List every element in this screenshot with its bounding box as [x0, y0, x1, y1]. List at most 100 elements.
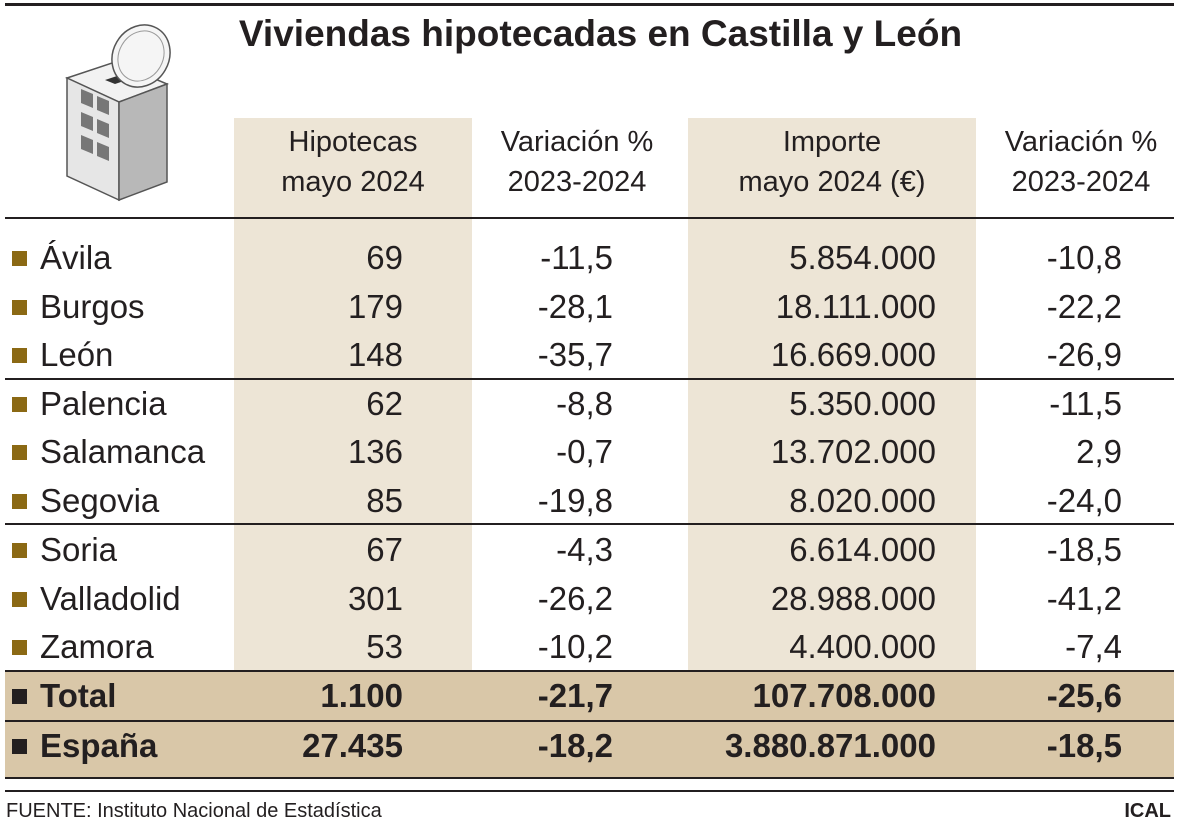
importe-value: 18.111.000 [775, 288, 936, 325]
variacion-hipotecas-value: -26,2 [537, 580, 613, 617]
table-row: Palencia 62 -8,8 5.350.000 -11,5 [0, 380, 1179, 428]
importe-value: 13.702.000 [770, 433, 936, 470]
hipotecas-value: 301 [347, 580, 403, 617]
variacion-hipotecas-value: -35,7 [537, 336, 613, 373]
header-line: Hipotecas [288, 126, 418, 158]
top-rule [5, 3, 1174, 6]
bullet-icon [12, 543, 27, 558]
bullet-icon [12, 348, 27, 363]
variacion-hipotecas-value: -21,7 [537, 677, 613, 714]
province-name: Soria [40, 531, 118, 568]
header-variacion-1: Variación % 2023-2024 [472, 122, 682, 202]
group-rule [5, 378, 1174, 380]
bullet-icon [12, 592, 27, 607]
header-variacion-2: Variación % 2023-2024 [976, 122, 1179, 202]
header-importe: Importe mayo 2024 (€) [688, 122, 976, 202]
header-hipotecas: Hipotecas mayo 2024 [234, 122, 472, 202]
hipotecas-value: 27.435 [302, 727, 403, 764]
table-row: Valladolid 301 -26,2 28.988.000 -41,2 [0, 575, 1179, 623]
hipotecas-value: 85 [366, 482, 403, 519]
table-row: Soria 67 -4,3 6.614.000 -18,5 [0, 526, 1179, 574]
variacion-importe-value: -24,0 [1046, 482, 1122, 519]
variacion-importe-value: -41,2 [1046, 580, 1122, 617]
bullet-icon [12, 739, 27, 754]
province-name: Ávila [40, 239, 112, 276]
variacion-hipotecas-value: -28,1 [537, 288, 613, 325]
bottom-rule [5, 777, 1174, 779]
hipotecas-value: 69 [366, 239, 403, 276]
bullet-icon [12, 445, 27, 460]
variacion-hipotecas-value: -10,2 [537, 628, 613, 665]
header-line: Variación % [1004, 126, 1158, 158]
bullet-icon [12, 640, 27, 655]
variacion-importe-value: -18,5 [1046, 531, 1122, 568]
table-row: León 148 -35,7 16.669.000 -26,9 [0, 331, 1179, 379]
hipotecas-value: 62 [366, 385, 403, 422]
bullet-icon [12, 494, 27, 509]
province-name: Valladolid [40, 580, 181, 617]
variacion-importe-value: -25,6 [1046, 677, 1122, 714]
province-name: Zamora [40, 628, 154, 665]
header-line: 2023-2024 [1011, 166, 1151, 198]
variacion-importe-value: -11,5 [1049, 385, 1122, 422]
header-line: mayo 2024 (€) [738, 166, 926, 198]
variacion-hipotecas-value: -8,8 [556, 385, 613, 422]
variacion-importe-value: -7,4 [1065, 628, 1122, 665]
espana-row: España 27.435 -18,2 3.880.871.000 -18,5 [0, 722, 1179, 770]
header-line: Importe [782, 126, 882, 158]
variacion-importe-value: -10,8 [1046, 239, 1122, 276]
hipotecas-value: 148 [347, 336, 403, 373]
table-row: Burgos 179 -28,1 18.111.000 -22,2 [0, 283, 1179, 331]
credit-label: ICAL [1124, 800, 1171, 822]
importe-value: 5.350.000 [789, 385, 936, 422]
importe-value: 107.708.000 [752, 677, 936, 714]
variacion-importe-value: -18,5 [1046, 727, 1122, 764]
footer-rule [5, 790, 1174, 792]
importe-value: 28.988.000 [770, 580, 936, 617]
chart-title: Viviendas hipotecadas en Castilla y León [238, 13, 963, 54]
variacion-importe-value: -22,2 [1046, 288, 1122, 325]
total-row: Total 1.100 -21,7 107.708.000 -25,6 [0, 672, 1179, 720]
variacion-importe-value: 2,9 [1076, 433, 1122, 470]
column-shade-importe [688, 118, 976, 671]
totals-band [5, 671, 1174, 777]
importe-value: 16.669.000 [770, 336, 936, 373]
total-label: Total [40, 677, 117, 714]
bullet-icon [12, 251, 27, 266]
hipotecas-value: 179 [347, 288, 403, 325]
column-shade-hipotecas [234, 118, 472, 671]
hipotecas-value: 136 [347, 433, 403, 470]
hipotecas-value: 1.100 [320, 677, 403, 714]
header-line: mayo 2024 [281, 166, 425, 198]
province-name: Palencia [40, 385, 167, 422]
header-line: 2023-2024 [507, 166, 647, 198]
hipotecas-value: 67 [366, 531, 403, 568]
bullet-icon [12, 300, 27, 315]
table-row: Segovia 85 -19,8 8.020.000 -24,0 [0, 477, 1179, 525]
province-name: Salamanca [40, 433, 206, 470]
group-rule [5, 523, 1174, 525]
header-rule [5, 217, 1174, 219]
hipotecas-value: 53 [366, 628, 403, 665]
province-name: León [40, 336, 114, 373]
header-line: Variación % [500, 126, 654, 158]
table-row: Zamora 53 -10,2 4.400.000 -7,4 [0, 623, 1179, 671]
variacion-hipotecas-value: -11,5 [540, 239, 613, 276]
province-name: Segovia [40, 482, 160, 519]
importe-value: 8.020.000 [789, 482, 936, 519]
total-rule [5, 720, 1174, 722]
importe-value: 5.854.000 [789, 239, 936, 276]
table-row: Ávila 69 -11,5 5.854.000 -10,8 [0, 234, 1179, 282]
variacion-hipotecas-value: -18,2 [537, 727, 613, 764]
variacion-importe-value: -26,9 [1046, 336, 1122, 373]
espana-label: España [40, 727, 158, 764]
variacion-hipotecas-value: -4,3 [556, 531, 613, 568]
bullet-icon [12, 689, 27, 704]
bullet-icon [12, 397, 27, 412]
variacion-hipotecas-value: -19,8 [537, 482, 613, 519]
importe-value: 4.400.000 [789, 628, 936, 665]
variacion-hipotecas-value: -0,7 [556, 433, 613, 470]
importe-value: 3.880.871.000 [724, 727, 936, 764]
province-name: Burgos [40, 288, 145, 325]
importe-value: 6.614.000 [789, 531, 936, 568]
